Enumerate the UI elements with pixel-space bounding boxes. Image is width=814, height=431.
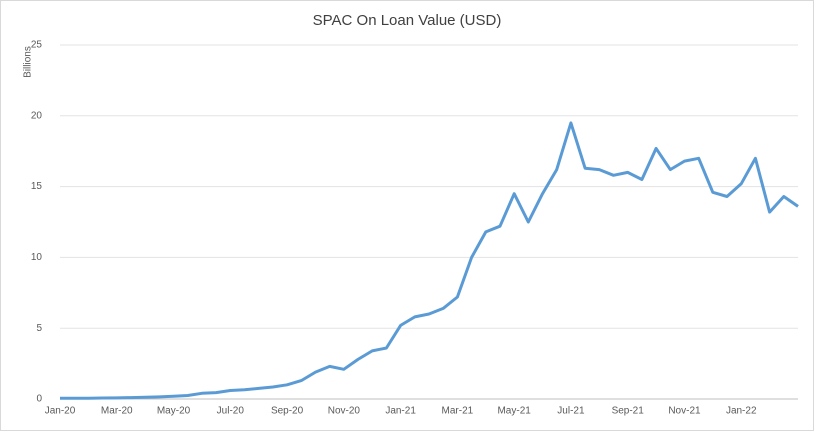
y-tick-label: 15 [31,181,43,192]
x-tick-label: Nov-21 [668,406,701,417]
y-axis-label: Billions [23,46,34,78]
chart-title: SPAC On Loan Value (USD) [313,12,502,29]
data-line [60,121,799,400]
y-tick-label: 25 [31,40,43,51]
x-tick-label: Jan-20 [45,406,76,417]
x-tick-label: Sep-21 [612,406,645,417]
x-tick-label: May-20 [157,406,191,417]
y-tick-label: 5 [36,323,42,334]
x-tick-label: Jan-21 [385,406,416,417]
y-tick-label: 20 [31,110,43,121]
x-tick-label: Sep-20 [271,406,304,417]
x-tick-label: May-21 [497,406,531,417]
x-tick-label: Jul-21 [557,406,585,417]
y-tick-label: 10 [31,252,43,263]
x-tick-label: Jan-22 [726,406,757,417]
x-tick-label: Nov-20 [328,406,361,417]
x-tick-label: Mar-20 [101,406,133,417]
y-tick-label: 0 [36,394,42,405]
x-tick-label: Jul-20 [217,406,245,417]
x-tick-label: Mar-21 [442,406,474,417]
